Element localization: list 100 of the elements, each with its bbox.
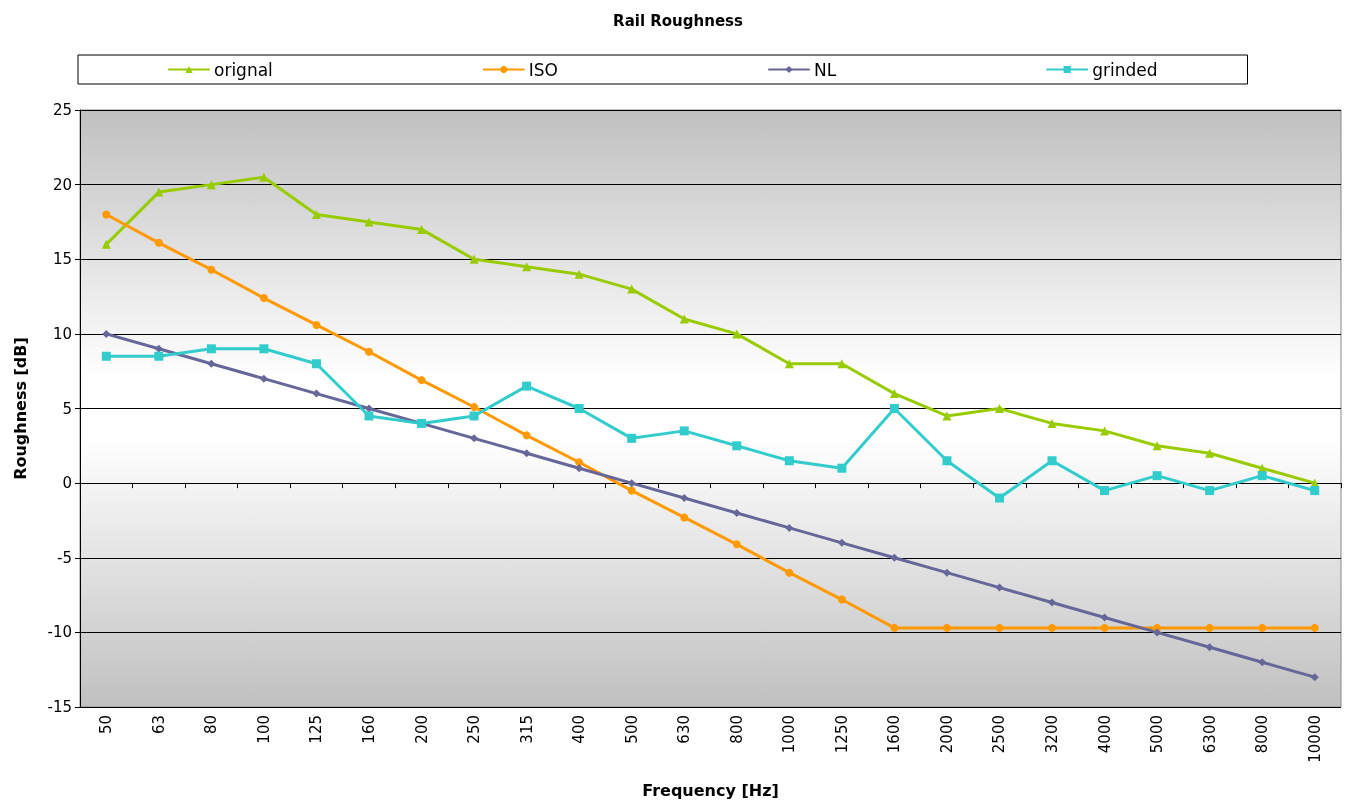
point <box>102 210 111 219</box>
point <box>101 351 111 361</box>
point <box>206 180 216 190</box>
point <box>837 538 846 547</box>
legend-label: ISO <box>528 59 559 80</box>
point <box>522 262 532 272</box>
point <box>1048 623 1057 632</box>
point <box>522 381 532 391</box>
point <box>784 456 794 466</box>
point <box>470 434 479 443</box>
point <box>102 329 111 338</box>
point <box>1205 623 1214 632</box>
point <box>680 494 689 503</box>
x-tick-label: 5000 <box>1148 715 1167 754</box>
point <box>207 359 216 368</box>
point <box>627 284 637 294</box>
x-tick-label: 4000 <box>1095 715 1114 754</box>
point <box>574 269 584 279</box>
point <box>206 344 216 354</box>
point <box>1310 623 1319 632</box>
point <box>1258 658 1267 667</box>
x-tick-label: 160 <box>359 715 378 744</box>
point <box>312 320 321 329</box>
point <box>364 217 374 227</box>
point <box>154 238 163 247</box>
point <box>311 359 321 369</box>
point <box>680 513 689 522</box>
x-tick-label: 125 <box>307 715 326 744</box>
x-tick-label: 8000 <box>1253 715 1272 754</box>
point <box>574 404 584 413</box>
y-tick-label: 20 <box>52 175 72 194</box>
x-tick-label: 50 <box>97 715 116 735</box>
point <box>1100 613 1109 622</box>
point <box>1153 628 1162 637</box>
x-tick-label: 100 <box>254 715 273 744</box>
x-tick-label: 6300 <box>1200 715 1219 754</box>
x-tick-label: 630 <box>675 715 694 744</box>
point <box>1100 623 1109 632</box>
point <box>627 433 637 443</box>
x-axis-title: Frequency [Hz] <box>642 780 779 800</box>
point <box>364 347 373 356</box>
y-tick-label: -10 <box>47 623 72 642</box>
y-tick-label: -5 <box>57 548 72 567</box>
y-tick-label: 15 <box>52 250 72 269</box>
point <box>627 486 636 495</box>
x-tick-label: 1250 <box>832 715 851 754</box>
point <box>154 344 163 353</box>
point <box>312 389 321 398</box>
point <box>837 463 847 473</box>
y-tick-label: 5 <box>62 399 72 418</box>
point <box>207 265 216 274</box>
point <box>890 553 899 562</box>
point <box>1310 673 1319 682</box>
point <box>994 404 1004 413</box>
point <box>154 351 164 361</box>
legend-label: NL <box>814 59 837 80</box>
point <box>259 294 268 303</box>
point <box>942 456 952 466</box>
x-tick-label: 80 <box>202 715 221 735</box>
x-tick-label: 200 <box>412 715 431 744</box>
x-tick-label: 1600 <box>885 715 904 754</box>
x-tick-label: 2000 <box>937 715 956 754</box>
x-tick-label: 800 <box>727 715 746 744</box>
x-tick-label: 2500 <box>990 715 1009 754</box>
point <box>732 508 741 517</box>
point <box>732 540 741 549</box>
point <box>785 568 794 577</box>
point <box>522 431 531 440</box>
x-tick-label: 63 <box>149 715 168 735</box>
x-tick-label: 400 <box>570 715 589 744</box>
x-tick-label: 315 <box>517 715 536 744</box>
point <box>469 254 479 264</box>
point <box>994 493 1004 503</box>
point <box>364 411 374 421</box>
point <box>259 374 268 383</box>
point <box>679 426 689 436</box>
point <box>1205 486 1215 496</box>
x-tick-label: 3200 <box>1043 715 1062 754</box>
legend-label: grinded <box>1092 59 1158 80</box>
point <box>1257 471 1267 481</box>
point <box>522 449 531 458</box>
x-tick-label: 250 <box>465 715 484 744</box>
point <box>942 623 951 632</box>
point <box>995 623 1004 632</box>
point <box>995 583 1004 592</box>
point <box>837 595 846 604</box>
point <box>1100 486 1110 496</box>
point <box>785 523 794 532</box>
point <box>942 568 951 577</box>
point <box>732 441 742 451</box>
point <box>470 403 479 412</box>
x-tick-label: 500 <box>622 715 641 744</box>
point <box>1047 456 1057 466</box>
point <box>311 209 321 219</box>
chart-title: Rail Roughness <box>613 11 743 30</box>
point <box>575 464 584 473</box>
point <box>259 344 269 354</box>
y-tick-label: 0 <box>62 474 72 493</box>
point <box>1205 643 1214 652</box>
point <box>627 479 636 488</box>
